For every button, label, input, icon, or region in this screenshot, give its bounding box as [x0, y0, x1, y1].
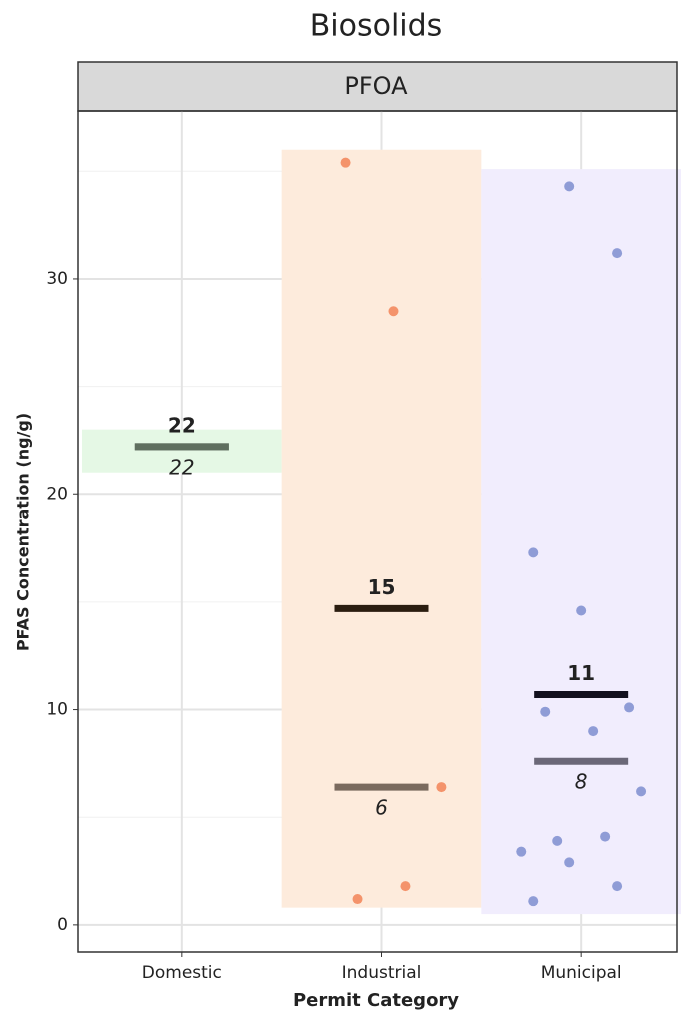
data-point: [612, 881, 623, 892]
data-point: [636, 786, 647, 797]
data-point: [612, 248, 623, 259]
x-axis-label: Permit Category: [293, 990, 459, 1011]
x-tick-label: Industrial: [342, 963, 422, 983]
y-tick-label: 10: [46, 700, 68, 720]
data-point: [340, 157, 351, 168]
data-point: [600, 831, 611, 842]
chart-title: Biosolids: [310, 9, 443, 44]
data-point: [588, 726, 599, 737]
range-box: [82, 429, 282, 473]
y-axis-label: PFAS Concentration (ng/g): [14, 413, 33, 651]
data-point: [528, 896, 539, 907]
data-point: [516, 846, 527, 857]
mean-label: 15: [368, 575, 396, 599]
data-point: [564, 857, 575, 868]
data-point: [624, 702, 635, 713]
median-label: 8: [575, 770, 588, 794]
data-point: [552, 835, 563, 846]
panel-border: [77, 110, 678, 953]
x-tick-label: Domestic: [142, 963, 222, 983]
range-box: [481, 169, 681, 915]
data-point: [388, 306, 399, 317]
data-point: [564, 181, 575, 192]
y-tick-label: 0: [57, 915, 68, 935]
range-box: [281, 149, 482, 908]
y-tick-label: 30: [46, 269, 68, 289]
data-point: [528, 547, 539, 558]
data-point: [576, 605, 587, 616]
data-point: [400, 881, 411, 892]
x-tick-label: Municipal: [541, 963, 622, 983]
data-point: [352, 894, 363, 905]
median-label: 22: [169, 455, 194, 479]
data-point: [540, 706, 551, 717]
mean-label: 22: [168, 413, 196, 437]
median-label: 6: [375, 796, 388, 820]
facet-strip: [77, 61, 678, 112]
data-point: [436, 782, 447, 793]
facet-label: PFOA: [344, 72, 408, 100]
y-tick-label: 20: [46, 484, 68, 504]
mean-label: 11: [567, 661, 595, 685]
